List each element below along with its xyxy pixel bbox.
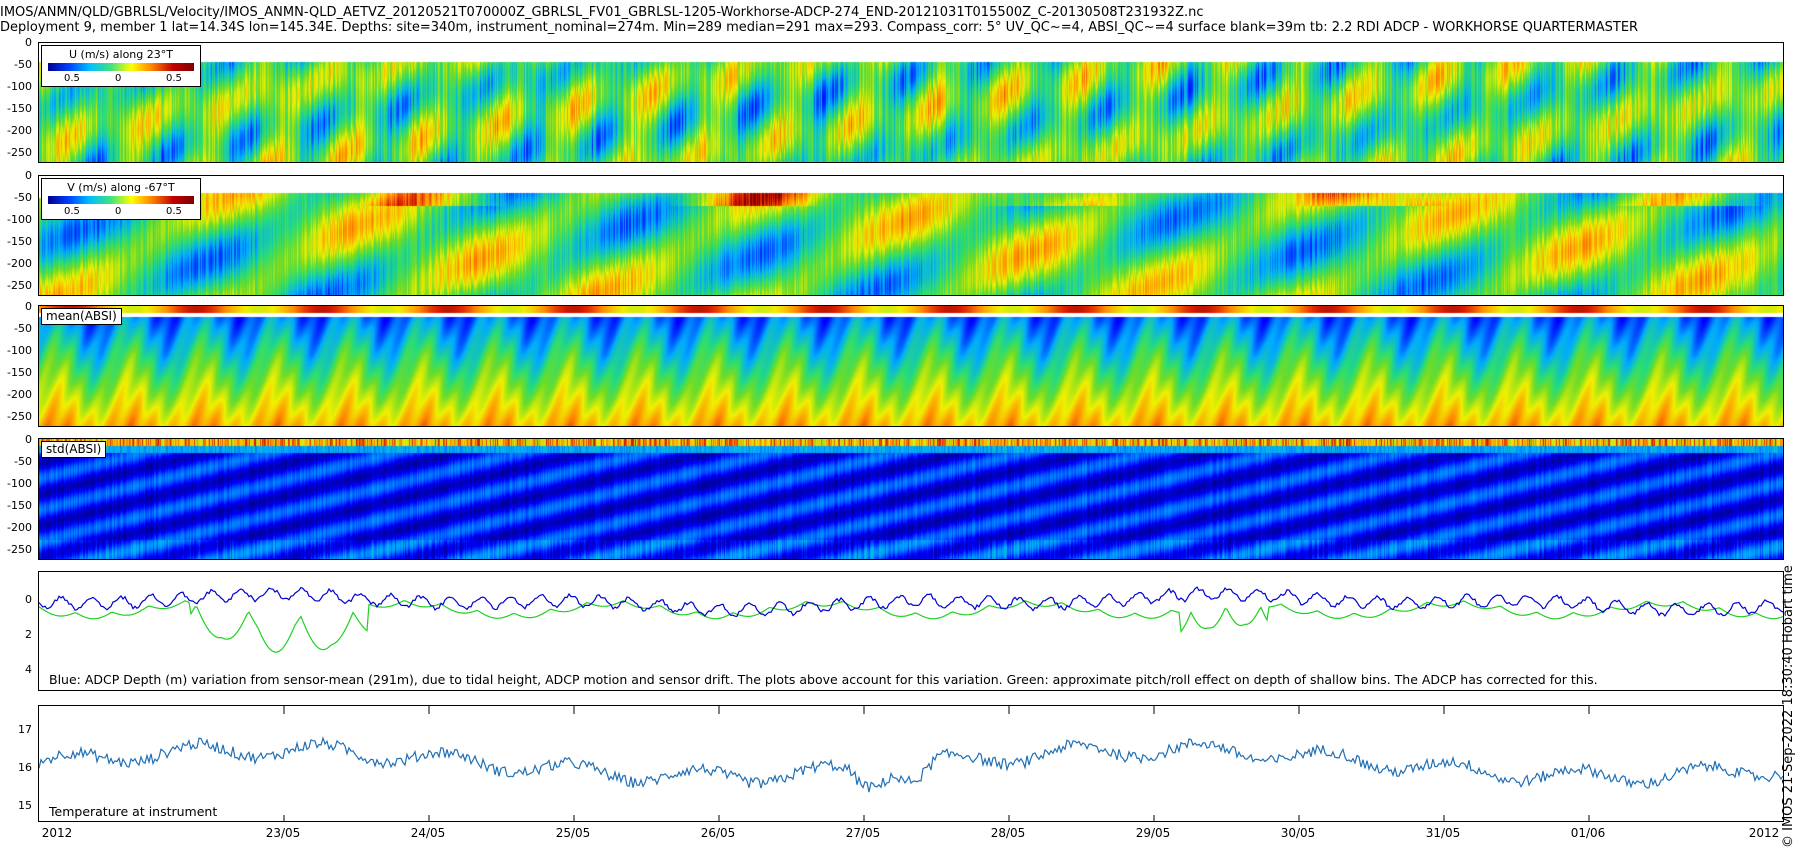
y-tick-label: -250: [7, 146, 32, 159]
y-tick-label: 0: [25, 169, 32, 182]
y-tick-label: -100: [7, 344, 32, 357]
x-tick-label: 25/05: [555, 826, 591, 840]
y-tick-label: 0: [25, 433, 32, 446]
y-tick-label: -100: [7, 477, 32, 490]
y-tick-label: -200: [7, 388, 32, 401]
x-tick-label: 24/05: [410, 826, 446, 840]
y-tick-label: 17: [18, 723, 32, 736]
mean-absi-label: mean(ABSI): [41, 308, 122, 325]
y-tick-label: -200: [7, 521, 32, 534]
std-absi-label: std(ABSI): [41, 441, 107, 458]
y-tick-label: -250: [7, 543, 32, 556]
y-tick-label: -150: [7, 235, 32, 248]
u-colorbar-tick: 0.5: [166, 73, 182, 84]
y-tick-label: -200: [7, 257, 32, 270]
u-velocity-heatmap: [39, 43, 1783, 162]
y-tick-label: -50: [14, 58, 32, 71]
depth-variation-plot: [39, 586, 1783, 653]
title-line-1: IMOS/ANMN/QLD/GBRLSL/Velocity/IMOS_ANMN-…: [0, 5, 1204, 20]
x-tick-label: 26/05: [700, 826, 736, 840]
depth-caption: Blue: ADCP Depth (m) variation from sens…: [49, 672, 1598, 687]
v-colorbar: [48, 196, 194, 204]
y-tick-label: 4: [25, 663, 32, 676]
y-tick-label: -150: [7, 366, 32, 379]
v-colorbar-legend: V (m/s) along -67°T 0.5 0 0.5: [41, 178, 201, 220]
x-tick-label: 23/05: [265, 826, 301, 840]
y-tick-label: -100: [7, 80, 32, 93]
x-tick-label: 01/06: [1570, 826, 1606, 840]
x-tick-label: 27/05: [845, 826, 881, 840]
v-legend-label: V (m/s) along -67°T: [67, 181, 175, 194]
u-colorbar-tick: 0: [115, 73, 122, 84]
y-tick-label: -150: [7, 499, 32, 512]
figure-title: IMOS/ANMN/QLD/GBRLSL/Velocity/IMOS_ANMN-…: [0, 5, 1639, 35]
u-velocity-panel: U (m/s) along 23°T 0.5 0 0.5: [38, 42, 1784, 163]
y-tick-label: 0: [25, 300, 32, 313]
y-tick-label: -50: [14, 322, 32, 335]
std-absi-heatmap: [39, 439, 1783, 559]
mean-absi-heatmap: [39, 306, 1783, 426]
depth-variation-panel: Blue: ADCP Depth (m) variation from sens…: [38, 571, 1784, 691]
x-tick-label: 2012: [1748, 826, 1780, 840]
y-tick-label: 16: [18, 761, 32, 774]
y-tick-label: 0: [25, 36, 32, 49]
depth-series-green: [39, 600, 1783, 653]
y-tick-label: -50: [14, 191, 32, 204]
title-line-2: Deployment 9, member 1 lat=14.34S lon=14…: [0, 20, 1639, 35]
y-tick-label: 2: [25, 628, 32, 641]
v-velocity-panel: V (m/s) along -67°T 0.5 0 0.5: [38, 175, 1784, 296]
mean-absi-panel: mean(ABSI): [38, 305, 1784, 427]
temperature-plot: [39, 706, 1783, 821]
y-tick-label: -200: [7, 124, 32, 137]
side-timestamp-label: © IMOS 21-Sep-2022 18:30:40 Hobart time: [1781, 565, 1796, 848]
v-velocity-heatmap: [39, 176, 1783, 295]
u-legend-label: U (m/s) along 23°T: [69, 48, 173, 61]
x-tick-label: 31/05: [1425, 826, 1461, 840]
temperature-series: [39, 736, 1783, 793]
u-colorbar-legend: U (m/s) along 23°T 0.5 0 0.5: [41, 45, 201, 87]
v-colorbar-tick: 0.5: [64, 206, 80, 217]
y-tick-label: 15: [18, 799, 32, 812]
x-tick-label: 30/05: [1280, 826, 1316, 840]
y-tick-label: 0: [25, 593, 32, 606]
temperature-caption: Temperature at instrument: [49, 804, 218, 819]
y-tick-label: -250: [7, 410, 32, 423]
x-tick-label: 29/05: [1135, 826, 1171, 840]
y-tick-label: -250: [7, 279, 32, 292]
std-absi-panel: std(ABSI): [38, 438, 1784, 560]
u-colorbar: [48, 63, 194, 71]
x-tick-label: 28/05: [990, 826, 1026, 840]
y-tick-label: -150: [7, 102, 32, 115]
y-tick-label: -100: [7, 213, 32, 226]
temperature-panel: Temperature at instrument: [38, 705, 1784, 822]
y-tick-label: -50: [14, 455, 32, 468]
depth-series-blue: [39, 586, 1783, 618]
v-colorbar-tick: 0: [115, 206, 122, 217]
v-colorbar-tick: 0.5: [166, 206, 182, 217]
x-tick-label: 2012: [41, 826, 73, 840]
u-colorbar-tick: 0.5: [64, 73, 80, 84]
